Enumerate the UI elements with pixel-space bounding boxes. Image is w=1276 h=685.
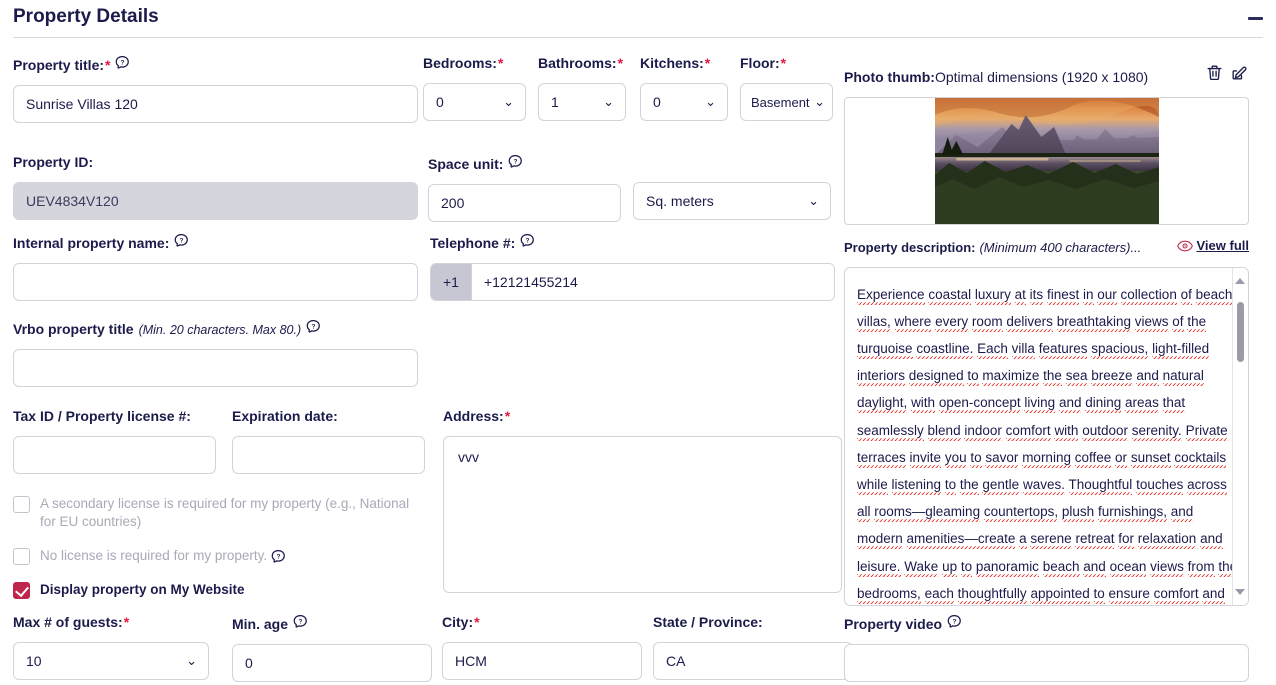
svg-text:?: ? — [180, 237, 184, 244]
svg-text:?: ? — [299, 618, 303, 625]
svg-text:?: ? — [953, 618, 957, 625]
svg-text:?: ? — [277, 553, 281, 560]
svg-text:?: ? — [514, 158, 518, 165]
svg-text:?: ? — [312, 323, 316, 330]
svg-text:?: ? — [526, 237, 530, 244]
svg-text:?: ? — [121, 59, 125, 66]
